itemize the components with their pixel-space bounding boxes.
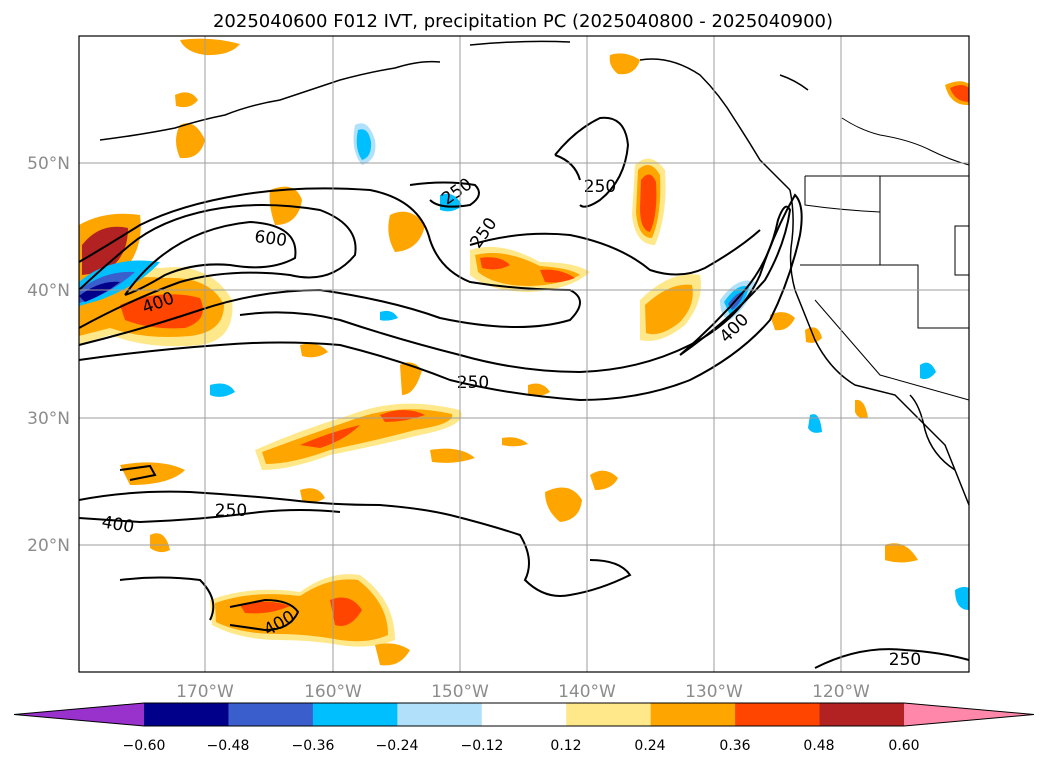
contour-label: 250	[889, 650, 921, 670]
colorbar-tick-label: −0.36	[292, 738, 335, 754]
contour-label: 250	[457, 373, 489, 393]
contour-label: 250	[215, 501, 247, 521]
lat-label: 40°N	[27, 281, 70, 301]
lon-label: 120°W	[812, 682, 870, 702]
colorbar-tick-label: 0.60	[888, 738, 919, 754]
colorbar-tick-label: −0.24	[376, 738, 419, 754]
coastlines	[99, 40, 970, 506]
colorbar-segment	[650, 703, 736, 726]
latitude-labels: 50°N 40°N 30°N 20°N	[27, 154, 70, 556]
lon-label: 140°W	[558, 682, 616, 702]
lat-label: 20°N	[27, 536, 70, 556]
lon-label: 150°W	[431, 682, 489, 702]
colorbar-tick-label: −0.60	[123, 738, 166, 754]
colorbar-ticks: −0.60 −0.48 −0.36 −0.24 −0.12 0.12 0.24 …	[123, 738, 920, 754]
colorbar-segment	[481, 703, 567, 726]
map-panel: 600 400 250 250 250 250 400 250 400 400 …	[78, 35, 970, 673]
colorbar-segment	[397, 703, 483, 726]
colorbar-tick-label: 0.48	[803, 738, 834, 754]
colorbar-segment	[312, 703, 398, 726]
colorbar-outline	[13, 702, 1035, 727]
political-borders	[800, 117, 970, 401]
colorbar-tick-label: 0.24	[634, 738, 665, 754]
contour-label: 250	[584, 177, 616, 197]
map-title: 2025040600 F012 IVT, precipitation PC (2…	[213, 11, 833, 32]
colorbar-segment	[566, 703, 652, 726]
colorbar: −0.60 −0.48 −0.36 −0.24 −0.12 0.12 0.24 …	[13, 702, 1035, 754]
colorbar-segments	[14, 703, 1034, 726]
contour-label: 600	[253, 227, 288, 251]
colorbar-segment	[228, 703, 314, 726]
lon-label: 170°W	[176, 682, 234, 702]
lat-label: 50°N	[27, 154, 70, 174]
colorbar-extend-high	[904, 703, 1034, 726]
colorbar-tick-label: −0.12	[461, 738, 504, 754]
colorbar-segment	[144, 703, 229, 726]
lon-label: 130°W	[685, 682, 743, 702]
colorbar-tick-label: 0.36	[719, 738, 750, 754]
lat-label: 30°N	[27, 409, 70, 429]
gridlines	[79, 36, 969, 672]
map-frame	[78, 35, 970, 673]
colorbar-segment	[735, 703, 821, 726]
map-background	[79, 36, 969, 672]
lon-label: 160°W	[304, 682, 362, 702]
colorbar-segment	[819, 703, 905, 726]
colorbar-tick-label: −0.48	[207, 738, 250, 754]
longitude-labels: 170°W 160°W 150°W 140°W 130°W 120°W	[176, 682, 870, 702]
colorbar-tick-label: 0.12	[550, 738, 581, 754]
colorbar-extend-low	[14, 703, 144, 726]
